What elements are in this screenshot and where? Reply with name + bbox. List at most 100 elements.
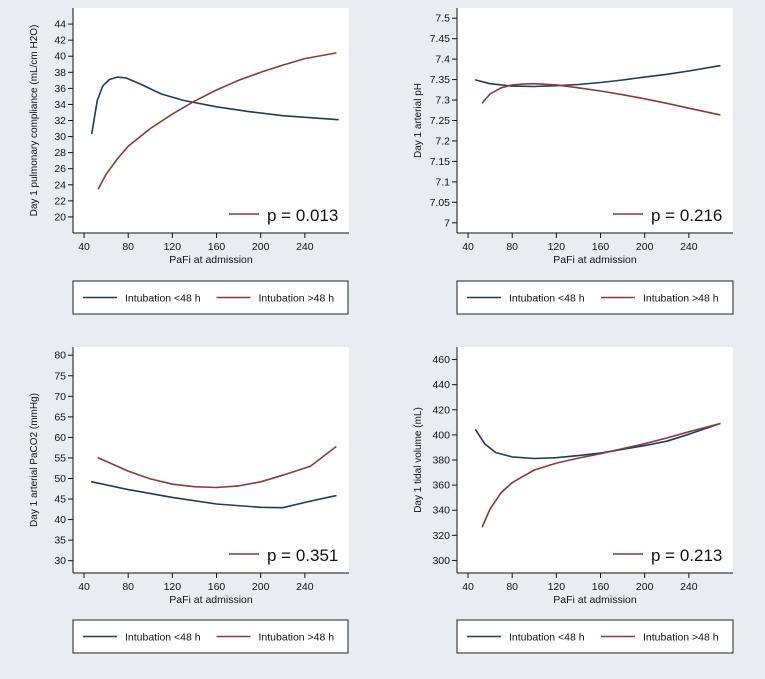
x-axis-label: PaFi at admission: [553, 594, 637, 606]
x-tick-label: 40: [78, 241, 90, 253]
x-tick-label: 160: [592, 581, 610, 593]
legend-label: Intubation >48 h: [259, 293, 335, 305]
x-tick-label: 240: [680, 581, 698, 593]
x-tick-label: 120: [164, 241, 182, 253]
y-tick-label: 7.2: [435, 135, 450, 147]
y-tick-label: 7.1: [435, 176, 450, 188]
chart-panel-top-right: 7 7.05 7.1 7.15 7.2 7.25 7.3 7.35 7.4 7.45 7.5 40 80…: [413, 8, 734, 315]
series-line-intubation-gt48: [481, 422, 721, 528]
y-tick-label: 34: [54, 99, 66, 111]
y-tick-label: 75: [54, 370, 66, 382]
y-axis-label: Day 1 pulmonary compliance (mL/cm H2O): [29, 25, 40, 217]
y-tick-label: 40: [54, 51, 66, 63]
x-tick-label: 80: [122, 241, 134, 253]
chart-panel-top-left: 20 22 24 26 28 30 32 34 36 38 40 42 44 40 80 120 160 200 2…: [29, 8, 349, 315]
y-tick-label: 7.25: [430, 115, 451, 127]
p-value-annotation: p = 0.351: [267, 546, 338, 565]
x-tick-label: 240: [296, 241, 314, 253]
x-axis-label: PaFi at admission: [169, 594, 253, 606]
x-tick-label: 160: [592, 241, 610, 253]
y-tick-label: 40: [54, 514, 66, 526]
y-tick-label: 7.5: [435, 13, 450, 25]
y-tick-label: 320: [432, 530, 450, 542]
y-axis-label: Day 1 arterial pH: [413, 83, 424, 158]
x-tick-label: 120: [164, 581, 182, 593]
y-tick-label: 30: [54, 555, 66, 567]
y-tick-label: 22: [54, 195, 66, 207]
x-tick-label: 200: [252, 581, 270, 593]
x-tick-label: 240: [680, 241, 698, 253]
series-line-intubation-lt48: [474, 422, 721, 460]
x-tick-label: 120: [548, 581, 566, 593]
y-tick-label: 7.3: [435, 95, 450, 107]
legend-label: Intubation >48 h: [259, 632, 335, 644]
y-tick-label: 20: [54, 211, 66, 223]
x-axis-label: PaFi at admission: [169, 254, 253, 266]
y-tick-label: 300: [432, 555, 450, 567]
series-line-intubation-gt48: [97, 52, 337, 190]
y-axis-label: Day 1 tidal volume (mL): [413, 407, 424, 513]
legend-box: [456, 619, 734, 654]
y-tick-label: 380: [432, 455, 450, 467]
y-tick-label: 42: [54, 35, 66, 47]
y-tick-label: 44: [54, 19, 66, 31]
y-tick-label: 30: [54, 131, 66, 143]
y-tick-label: 420: [432, 404, 450, 416]
y-tick-label: 36: [54, 83, 66, 95]
x-tick-label: 40: [78, 581, 90, 593]
y-tick-label: 24: [54, 179, 66, 191]
x-tick-label: 200: [636, 581, 654, 593]
chart-panel-bottom-right: 300 320 340 360 380 400 420 440 460 40 80 120 160 200…: [413, 347, 734, 654]
y-tick-label: 45: [54, 494, 66, 506]
p-value-annotation: p = 0.013: [267, 206, 338, 225]
legend-label: Intubation <48 h: [125, 632, 201, 644]
series-line-intubation-gt48: [97, 446, 337, 489]
legend-box: [72, 280, 349, 315]
y-tick-label: 7: [444, 217, 450, 229]
x-tick-label: 80: [506, 241, 518, 253]
y-tick-label: 340: [432, 505, 450, 517]
x-tick-label: 200: [636, 241, 654, 253]
y-tick-label: 7.4: [435, 54, 450, 66]
y-tick-label: 60: [54, 432, 66, 444]
y-tick-label: 7.45: [430, 33, 451, 45]
y-tick-label: 70: [54, 391, 66, 403]
y-tick-label: 28: [54, 147, 66, 159]
series-line-intubation-gt48: [481, 82, 721, 116]
legend-box: [456, 280, 734, 315]
y-tick-label: 26: [54, 163, 66, 175]
chart-panel-bottom-left: 30 35 40 45 50 55 60 65 70 75 80 40 80 120 160 200 240 Pa…: [29, 347, 349, 654]
legend-label: Intubation <48 h: [125, 293, 201, 305]
plot-area: [457, 347, 733, 573]
y-axis-label: Day 1 arterial PaCO2 (mmHg): [29, 393, 40, 527]
y-tick-label: 38: [54, 67, 66, 79]
y-tick-label: 32: [54, 115, 66, 127]
legend-label: Intubation <48 h: [509, 632, 585, 644]
legend-label: Intubation >48 h: [643, 632, 719, 644]
y-tick-label: 80: [54, 350, 66, 362]
y-tick-label: 7.05: [430, 197, 451, 209]
legend-label: Intubation <48 h: [509, 293, 585, 305]
x-tick-label: 80: [122, 581, 134, 593]
p-value-annotation: p = 0.213: [651, 546, 722, 565]
legend-box: [72, 619, 349, 654]
plot-area: [73, 8, 349, 233]
y-tick-label: 460: [432, 354, 450, 366]
y-tick-label: 50: [54, 473, 66, 485]
series-line-intubation-lt48: [91, 76, 339, 135]
x-tick-label: 160: [208, 241, 226, 253]
series-line-intubation-lt48: [91, 480, 337, 509]
y-tick-label: 65: [54, 411, 66, 423]
x-tick-label: 240: [296, 581, 314, 593]
y-tick-label: 35: [54, 535, 66, 547]
y-tick-label: 400: [432, 429, 450, 441]
x-tick-label: 40: [462, 581, 474, 593]
x-tick-label: 120: [548, 241, 566, 253]
p-value-annotation: p = 0.216: [651, 206, 722, 225]
legend-label: Intubation >48 h: [643, 293, 719, 305]
y-tick-label: 7.15: [430, 156, 451, 168]
x-axis-label: PaFi at admission: [553, 254, 637, 266]
y-tick-label: 55: [54, 452, 66, 464]
